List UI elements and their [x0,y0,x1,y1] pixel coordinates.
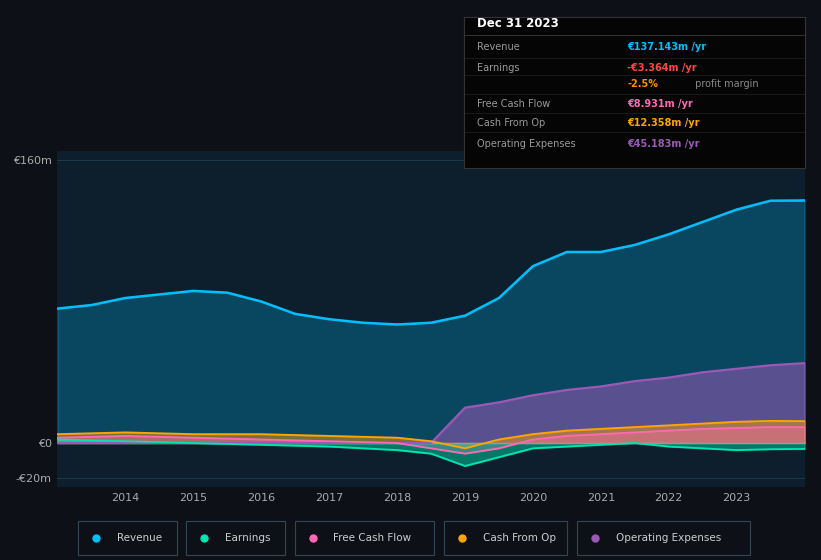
Text: Revenue: Revenue [117,533,162,543]
Text: Earnings: Earnings [478,63,520,73]
Text: Free Cash Flow: Free Cash Flow [333,533,411,543]
Text: Operating Expenses: Operating Expenses [478,139,576,149]
Text: €45.183m /yr: €45.183m /yr [627,139,700,149]
Text: Cash From Op: Cash From Op [483,533,556,543]
Text: -2.5%: -2.5% [627,79,658,89]
Text: €8.931m /yr: €8.931m /yr [627,100,693,110]
Text: Free Cash Flow: Free Cash Flow [478,100,551,110]
Text: Earnings: Earnings [225,533,270,543]
Text: profit margin: profit margin [692,79,759,89]
Text: Revenue: Revenue [478,42,521,52]
Text: Dec 31 2023: Dec 31 2023 [478,17,559,30]
Text: Cash From Op: Cash From Op [478,118,546,128]
Text: -€3.364m /yr: -€3.364m /yr [627,63,697,73]
Text: Operating Expenses: Operating Expenses [616,533,721,543]
Text: €137.143m /yr: €137.143m /yr [627,42,707,52]
Text: €12.358m /yr: €12.358m /yr [627,118,700,128]
